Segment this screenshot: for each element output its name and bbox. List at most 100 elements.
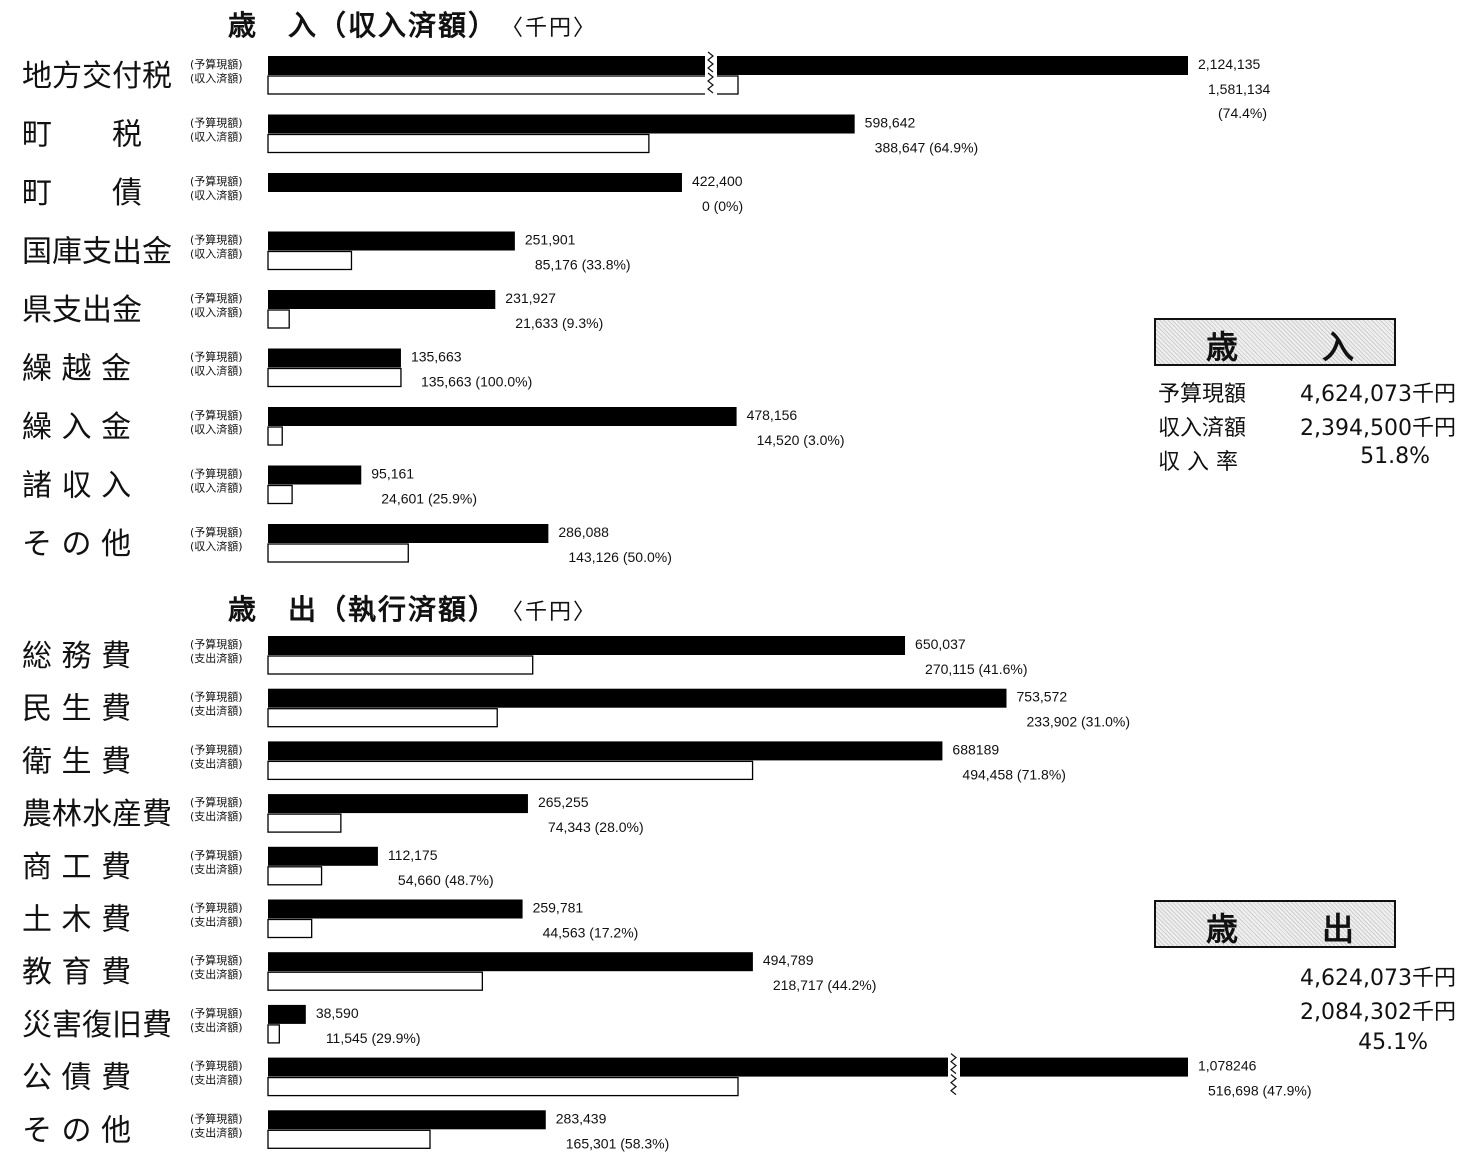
revenue-1-rate-value: (74.4%) xyxy=(1218,105,1267,121)
revenue-3-category-label: 町 債 xyxy=(22,176,142,211)
expenditure-3-bar-actual xyxy=(267,760,754,781)
expenditure-4-bar-budget xyxy=(268,794,528,814)
revenue-7-bar-actual xyxy=(267,426,283,446)
axis-break-mark xyxy=(707,72,714,94)
revenue-2-budget-value: 598,642 xyxy=(865,115,916,131)
revenue-6-tag-actual: (収入済額) xyxy=(190,364,243,378)
revenue-2-bar-actual xyxy=(267,133,650,154)
expenditure-10-actual-value: 165,301 (58.3%) xyxy=(566,1135,670,1151)
revenue-8-bar-budget xyxy=(268,465,362,485)
revenue-summary-label-rate: 収 入 率 xyxy=(1158,450,1238,475)
expenditure-1-tag-actual: (支出済額) xyxy=(190,651,243,665)
expenditure-8-bar-budget xyxy=(268,1004,306,1024)
revenue-summary-header: 歳 入 xyxy=(1154,318,1396,366)
expenditure-5-tag-actual: (支出済額) xyxy=(190,862,243,876)
expenditure-9-budget-value: 1,078246 xyxy=(1198,1058,1257,1074)
expenditure-title-main: 歳 出（執行済額） xyxy=(228,593,499,626)
revenue-6-tag-budget: (予算現額) xyxy=(190,350,243,364)
expenditure-2-category-label: 民 生 費 xyxy=(22,692,131,727)
revenue-8-budget-value: 95,161 xyxy=(371,466,414,482)
revenue-1-bar-actual xyxy=(267,75,739,95)
revenue-7-category-label: 繰 入 金 xyxy=(22,410,131,445)
revenue-1-tag-budget: (予算現額) xyxy=(190,57,243,71)
expenditure-9-actual-value: 516,698 (47.9%) xyxy=(1208,1083,1312,1099)
expenditure-6-tag-actual: (支出済額) xyxy=(190,915,243,929)
revenue-4-actual-value: 85,176 (33.8%) xyxy=(535,257,631,273)
expenditure-9-bar-actual xyxy=(267,1076,739,1097)
revenue-3-tag-budget: (予算現額) xyxy=(190,174,243,188)
expenditure-4-actual-value: 74,343 (28.0%) xyxy=(548,819,644,835)
expenditure-9-category-label: 公 債 費 xyxy=(22,1061,131,1096)
revenue-4-bar-budget xyxy=(268,231,515,251)
revenue-4-tag-budget: (予算現額) xyxy=(190,233,243,247)
revenue-9-budget-value: 286,088 xyxy=(558,524,609,540)
revenue-summary-label-received: 収入済額 xyxy=(1158,416,1247,441)
expenditure-8-tag-budget: (予算現額) xyxy=(190,1006,243,1020)
expenditure-2-tag-budget: (予算現額) xyxy=(190,690,243,704)
revenue-1-category-label: 地方交付税 xyxy=(22,59,172,94)
revenue-8-category-label: 諸 収 入 xyxy=(22,469,131,504)
revenue-1-tag-actual: (収入済額) xyxy=(190,71,243,85)
revenue-6-category-label: 繰 越 金 xyxy=(22,352,131,387)
expenditure-summary-head-right: 出 xyxy=(1322,910,1355,948)
expenditure-7-category-label: 教 育 費 xyxy=(22,955,131,990)
expenditure-1-bar-actual xyxy=(267,655,534,675)
expenditure-10-tag-budget: (予算現額) xyxy=(190,1111,243,1125)
expenditure-7-bar-actual xyxy=(267,971,483,991)
expenditure-5-actual-value: 54,660 (48.7%) xyxy=(398,872,494,888)
revenue-2-tag-actual: (収入済額) xyxy=(190,130,243,144)
expenditure-6-bar-budget xyxy=(268,899,523,919)
expenditure-summary-head-left: 歳 xyxy=(1206,910,1239,948)
revenue-9-bar-budget xyxy=(268,524,549,543)
axis-break-mark xyxy=(950,1053,957,1075)
expenditure-8-bar-actual xyxy=(267,1024,280,1044)
revenue-2-tag-budget: (予算現額) xyxy=(190,116,243,130)
expenditure-7-tag-budget: (予算現額) xyxy=(190,953,243,967)
revenue-5-bar-actual xyxy=(267,309,290,329)
revenue-9-tag-budget: (予算現額) xyxy=(190,525,243,539)
revenue-7-budget-value: 478,156 xyxy=(747,407,798,423)
expenditure-1-actual-value: 270,115 (41.6%) xyxy=(925,661,1027,677)
expenditure-2-budget-value: 753,572 xyxy=(1017,689,1068,705)
revenue-5-tag-budget: (予算現額) xyxy=(190,291,243,305)
expenditure-8-actual-value: 11,545 (29.9%) xyxy=(326,1030,421,1046)
expenditure-4-bar-actual xyxy=(267,813,342,833)
expenditure-6-budget-value: 259,781 xyxy=(533,900,584,916)
revenue-8-actual-value: 24,601 (25.9%) xyxy=(381,491,477,507)
revenue-1-bar-budget xyxy=(268,56,1188,75)
axis-break-mark xyxy=(707,51,714,73)
expenditure-8-budget-value: 38,590 xyxy=(316,1005,359,1021)
revenue-6-bar-actual xyxy=(267,367,402,388)
expenditure-9-tag-actual: (支出済額) xyxy=(190,1073,243,1087)
revenue-3-bar-actual xyxy=(268,193,269,211)
revenue-6-budget-value: 135,663 xyxy=(411,349,462,365)
revenue-4-bar-actual xyxy=(267,250,353,271)
expenditure-5-bar-budget xyxy=(268,846,378,866)
expenditure-summary-value-rate: 45.1% xyxy=(1358,1030,1428,1055)
revenue-3-bar-budget xyxy=(268,173,682,192)
expenditure-5-bar-actual xyxy=(267,866,323,886)
expenditure-summary-value-budget: 4,624,073千円 xyxy=(1300,966,1456,991)
revenue-summary-label-budget: 予算現額 xyxy=(1158,382,1247,407)
revenue-6-bar-budget xyxy=(268,348,401,368)
revenue-title-main: 歳 入（収入済額） xyxy=(228,9,499,42)
expenditure-7-actual-value: 218,717 (44.2%) xyxy=(773,977,877,993)
expenditure-3-actual-value: 494,458 (71.8%) xyxy=(962,766,1066,782)
expenditure-1-bar-budget xyxy=(268,636,906,655)
expenditure-10-bar-budget xyxy=(268,1110,546,1130)
expenditure-title: 歳 出（執行済額） 〈千円〉 xyxy=(228,588,597,628)
expenditure-3-tag-actual: (支出済額) xyxy=(190,756,243,770)
revenue-8-bar-actual xyxy=(267,484,293,505)
revenue-2-category-label: 町 税 xyxy=(22,118,142,153)
expenditure-5-tag-budget: (予算現額) xyxy=(190,848,243,862)
revenue-summary-value-received: 2,394,500千円 xyxy=(1300,416,1456,441)
revenue-8-tag-actual: (収入済額) xyxy=(190,481,243,495)
revenue-4-budget-value: 251,901 xyxy=(525,232,576,248)
expenditure-1-category-label: 総 務 費 xyxy=(22,639,131,674)
expenditure-8-tag-actual: (支出済額) xyxy=(190,1020,243,1034)
revenue-summary-head-left: 歳 xyxy=(1206,328,1239,366)
expenditure-4-tag-actual: (支出済額) xyxy=(190,809,243,823)
revenue-title: 歳 入（収入済額） 〈千円〉 xyxy=(228,4,597,44)
expenditure-7-budget-value: 494,789 xyxy=(763,952,814,968)
